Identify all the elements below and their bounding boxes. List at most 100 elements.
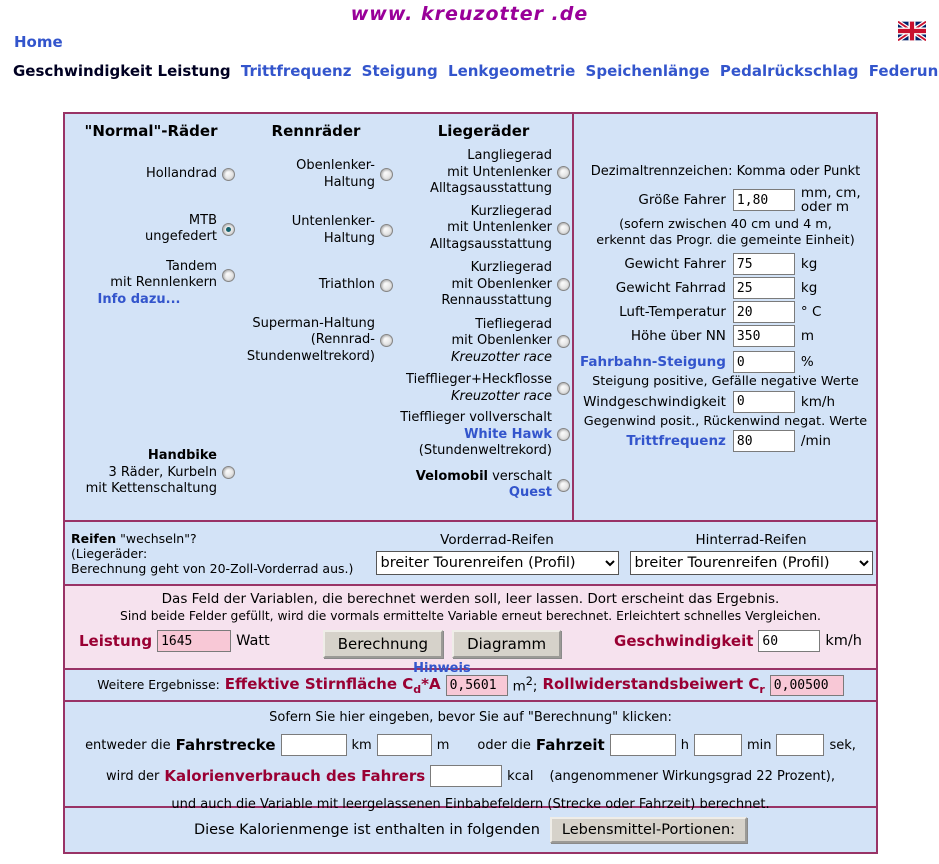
crr-value-field[interactable] <box>769 674 844 696</box>
slope-input[interactable] <box>732 351 795 373</box>
speed-input[interactable] <box>758 630 821 652</box>
berechnung-button[interactable]: Berechnung <box>322 630 444 658</box>
temperature-input[interactable] <box>732 301 795 323</box>
bike-option-handbike[interactable]: Handbike 3 Räder, Kurbeln mit Kettenscha… <box>65 448 237 498</box>
diagramm-button[interactable]: Diagramm <box>452 630 562 658</box>
hinweis-link[interactable]: Hinweis <box>413 661 471 676</box>
option-label: mit Obenlenker <box>451 276 552 292</box>
slope-unit: % <box>800 354 814 370</box>
option-label: Alltagsausstattung <box>430 181 552 196</box>
radio-hollandrad[interactable] <box>222 167 235 181</box>
option-label: (Stundenweltrekord) <box>418 443 552 458</box>
wind-unit: km/h <box>800 393 835 410</box>
nav-link-steigung[interactable]: Steigung <box>361 62 438 80</box>
wind-hint: Gegenwind posit., Rückenwind negat. Wert… <box>583 413 868 429</box>
radio-tiefflieger-vollverschalt[interactable] <box>557 428 570 442</box>
bike-option-tiefflieger-vollverschalt[interactable]: Tiefflieger vollverschalt White Hawk (St… <box>395 410 572 460</box>
nav-link-trittfrequenz[interactable]: Trittfrequenz <box>240 62 352 80</box>
calories-input[interactable] <box>430 765 503 787</box>
radio-handbike[interactable] <box>222 466 235 480</box>
time-label: Fahrzeit <box>535 736 605 754</box>
radio-superman[interactable] <box>380 333 393 347</box>
option-label: Velomobil <box>415 468 488 484</box>
front-tire-select[interactable]: breiter Tourenreifen (Profil) <box>375 550 619 575</box>
calc-note-1: Das Feld der Variablen, die berechnet we… <box>161 591 780 607</box>
temperature-row: Luft-Temperatur ° C <box>580 301 871 323</box>
bike-option-hollandrad[interactable]: Hollandrad <box>65 166 237 183</box>
radio-kurzliegerad-unten[interactable] <box>557 221 570 235</box>
rider-weight-input[interactable] <box>732 253 795 275</box>
home-link[interactable]: Home <box>14 33 63 51</box>
radio-kurzliegerad-oben[interactable] <box>557 278 570 292</box>
tires-title-rest: "wechseln"? <box>116 530 197 546</box>
radio-tiefliegerad[interactable] <box>557 334 570 348</box>
radio-obenlenker[interactable] <box>380 168 393 181</box>
size-input[interactable] <box>732 189 795 211</box>
distance-m-input[interactable] <box>376 734 432 756</box>
option-label: 3 Räder, Kurbeln <box>108 464 217 480</box>
bike-option-tandem[interactable]: Tandem mit Rennlenkern <box>65 259 237 292</box>
bike-option-triathlon[interactable]: Triathlon <box>237 277 395 294</box>
cda-label: Effektive Stirnfläche C <box>224 674 414 693</box>
radio-tandem[interactable] <box>222 268 235 282</box>
slope-hint: Steigung positive, Gefälle negative Wert… <box>592 374 859 389</box>
power-input[interactable] <box>157 630 232 652</box>
bike-option-tiefflieger-heckflosse[interactable]: Tiefflieger+Heckflosse Kreuzotter race <box>395 372 572 405</box>
option-label: Haltung <box>323 174 375 190</box>
size-label: Größe Fahrer <box>638 192 726 208</box>
option-label: Superman-Haltung <box>252 315 375 331</box>
time-min-input[interactable] <box>693 734 742 756</box>
option-label: mit Rennlenkern <box>110 275 217 290</box>
bike-option-langliegerad[interactable]: Langliegerad mit Untenlenker Alltagsauss… <box>395 148 572 198</box>
radio-langliegerad[interactable] <box>557 166 570 180</box>
slope-link[interactable]: Fahrbahn-Steigung <box>580 354 726 370</box>
radio-velomobil[interactable] <box>557 478 570 492</box>
distance-km-input[interactable] <box>280 734 347 756</box>
bike-option-mtb[interactable]: MTB ungefedert <box>65 213 237 246</box>
temperature-unit: ° C <box>800 304 822 320</box>
cadence-link[interactable]: Trittfrequenz <box>626 433 726 449</box>
radio-tiefflieger-heckflosse[interactable] <box>557 382 570 395</box>
nav-link-lenkgeometrie[interactable]: Lenkgeometrie <box>448 62 576 80</box>
bike-option-tiefliegerad[interactable]: Tiefliegerad mit Obenlenker Kreuzotter r… <box>395 317 572 367</box>
tandem-info-link[interactable]: Info dazu... <box>97 291 181 307</box>
cda-unit: m <box>512 678 526 695</box>
option-label: Triathlon <box>318 277 375 292</box>
radio-mtb[interactable] <box>222 222 235 236</box>
uk-flag-icon[interactable] <box>898 21 926 41</box>
radio-triathlon[interactable] <box>380 278 393 292</box>
option-label: Kreuzotter race <box>450 349 552 365</box>
nav-link-speichenlaenge[interactable]: Speichenlänge <box>585 62 710 80</box>
bike-weight-input[interactable] <box>732 277 795 299</box>
lebensmittel-button[interactable]: Lebensmittel-Portionen: <box>549 817 748 843</box>
option-label: Haltung <box>323 230 375 246</box>
calories-label: Kalorienverbrauch des Fahrers <box>164 767 426 785</box>
white-hawk-link[interactable]: White Hawk <box>464 426 552 442</box>
sek-unit: sek, <box>829 737 856 753</box>
bike-option-untenlenker[interactable]: Untenlenker- Haltung <box>237 214 395 247</box>
cadence-input[interactable] <box>732 430 795 452</box>
option-label: ungefedert <box>145 229 217 244</box>
bike-option-kurzliegerad-oben[interactable]: Kurzliegerad mit Obenlenker Rennausstatt… <box>395 260 572 310</box>
nav-link-federung[interactable]: Federung <box>868 62 939 80</box>
rear-tire-select[interactable]: breiter Tourenreifen (Profil) <box>629 550 873 575</box>
option-label: mit Kettenschaltung <box>85 481 217 496</box>
cda-value-field[interactable] <box>445 674 508 696</box>
nav-link-pedalrueckschlag[interactable]: Pedalrückschlag <box>719 62 859 80</box>
radio-untenlenker[interactable] <box>380 224 393 237</box>
option-label: MTB <box>188 212 217 228</box>
either-text: entweder die <box>85 737 171 753</box>
speed-unit: km/h <box>825 633 862 649</box>
altitude-input[interactable] <box>732 325 795 347</box>
size-hint: (sofern zwischen 40 cm und 4 m, <box>619 217 832 232</box>
nav-current-page: Geschwindigkeit Leistung <box>13 62 231 80</box>
wind-input[interactable] <box>732 390 795 413</box>
bike-option-velomobil[interactable]: Velomobil verschalt Quest <box>395 469 572 502</box>
bike-and-params-section: "Normal"-Räder Hollandrad MTB ungefedert <box>65 114 876 520</box>
bike-option-kurzliegerad-unten[interactable]: Kurzliegerad mit Untenlenker Alltagsauss… <box>395 204 572 254</box>
bike-option-obenlenker[interactable]: Obenlenker- Haltung <box>237 158 395 191</box>
time-sek-input[interactable] <box>776 734 825 756</box>
quest-link[interactable]: Quest <box>508 485 552 500</box>
bike-option-superman[interactable]: Superman-Haltung (Rennrad- Stundenweltre… <box>237 316 395 366</box>
time-h-input[interactable] <box>609 734 676 756</box>
